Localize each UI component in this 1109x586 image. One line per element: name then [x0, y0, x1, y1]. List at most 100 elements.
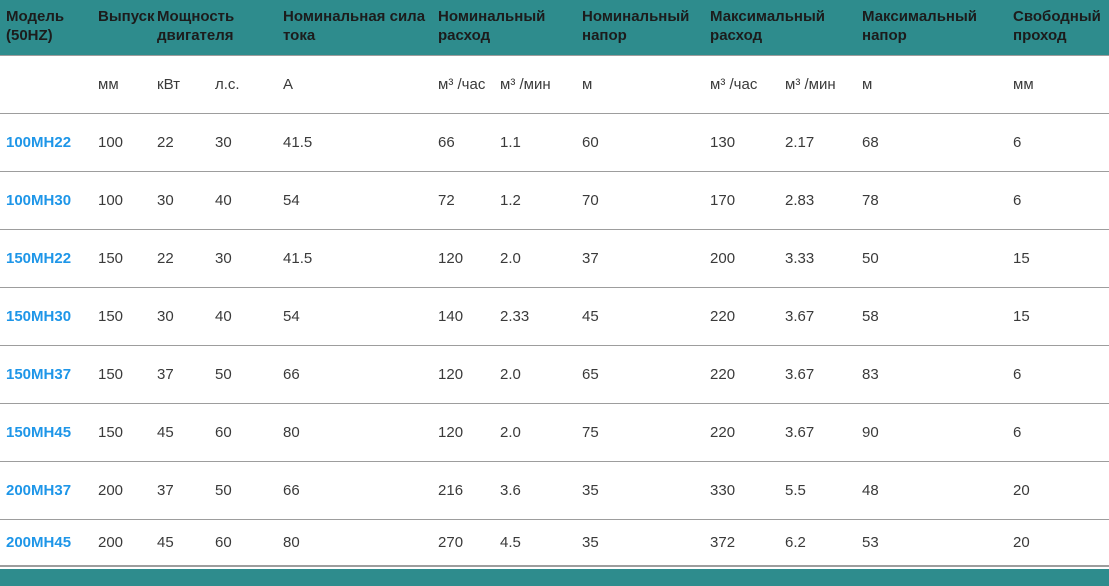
- table-row: 150MH37 150 37 50 66 120 2.0 65 220 3.67 83 6: [0, 345, 1109, 404]
- cell-value: 20: [1013, 461, 1109, 520]
- cell-value: 140: [438, 287, 501, 346]
- cell-value: 120: [438, 403, 501, 462]
- cell-value: 6: [1013, 345, 1109, 404]
- cell-value: 2.33: [500, 287, 583, 346]
- cell-value: 3.67: [785, 287, 863, 346]
- cell-value: 35: [582, 461, 711, 520]
- cell-value: 37: [157, 345, 215, 404]
- cell-value: 6: [1013, 113, 1109, 172]
- cell-value: 150: [98, 403, 157, 462]
- cell-value: 150: [98, 287, 157, 346]
- cell-value: 15: [1013, 287, 1109, 346]
- unit-cell-kwt: кВт: [157, 55, 215, 114]
- cell-value: 45: [157, 403, 215, 462]
- unit-cell-m: м: [582, 55, 711, 114]
- cell-value: 3.67: [785, 403, 863, 462]
- cell-value: 200: [710, 229, 786, 288]
- cell-value: 150: [98, 345, 157, 404]
- cell-value: 45: [157, 519, 215, 567]
- cell-value: 2.17: [785, 113, 863, 172]
- model-link[interactable]: 200MH37: [0, 461, 98, 520]
- model-link[interactable]: 200MH45: [0, 519, 98, 567]
- model-link[interactable]: 100MH22: [0, 113, 98, 172]
- unit-cell-mm: мм: [1013, 55, 1109, 114]
- model-link[interactable]: 150MH37: [0, 345, 98, 404]
- model-link[interactable]: 150MH30: [0, 287, 98, 346]
- cell-value: 130: [710, 113, 786, 172]
- cell-value: 80: [283, 519, 439, 567]
- cell-value: 45: [582, 287, 711, 346]
- cell-value: 30: [215, 113, 284, 172]
- table-row: 100MH30 100 30 40 54 72 1.2 70 170 2.83 78 6: [0, 171, 1109, 230]
- table-row: 150MH30 150 30 40 54 140 2.33 45 220 3.67 58 15: [0, 287, 1109, 346]
- model-link[interactable]: 150MH45: [0, 403, 98, 462]
- table-row: 150MH22 150 22 30 41.5 120 2.0 37 200 3.33 50 15: [0, 229, 1109, 288]
- cell-value: 30: [215, 229, 284, 288]
- cell-value: 4.5: [500, 519, 583, 567]
- cell-value: 120: [438, 345, 501, 404]
- table-row: 100MH22 100 22 30 41.5 66 1.1 60 130 2.17 68 6: [0, 113, 1109, 172]
- cell-value: 200: [98, 519, 157, 567]
- unit-cell-m3-hour: м³ /час: [710, 55, 786, 114]
- unit-cell-hp: л.с.: [215, 55, 284, 114]
- cell-value: 40: [215, 171, 284, 230]
- table-header: Модель (50HZ) Выпуск Мощность двигателя …: [0, 0, 1109, 114]
- model-link[interactable]: 100MH30: [0, 171, 98, 230]
- cell-value: 58: [862, 287, 1014, 346]
- cell-value: 35: [582, 519, 711, 567]
- header-group-row: Модель (50HZ) Выпуск Мощность двигателя …: [0, 0, 1109, 56]
- cell-value: 15: [1013, 229, 1109, 288]
- cell-value: 170: [710, 171, 786, 230]
- cell-value: 150: [98, 229, 157, 288]
- table-body: 100MH22 100 22 30 41.5 66 1.1 60 130 2.17 68 6 100MH…: [0, 113, 1109, 567]
- cell-value: 40: [215, 287, 284, 346]
- cell-value: 5.5: [785, 461, 863, 520]
- cell-value: 60: [582, 113, 711, 172]
- cell-value: 2.0: [500, 403, 583, 462]
- cell-value: 2.83: [785, 171, 863, 230]
- cell-value: 78: [862, 171, 1014, 230]
- cell-value: 30: [157, 287, 215, 346]
- cell-value: 50: [862, 229, 1014, 288]
- cell-value: 37: [582, 229, 711, 288]
- cell-value: 66: [438, 113, 501, 172]
- col-header-rated-current: Номинальная сила тока: [283, 0, 439, 56]
- cell-value: 22: [157, 229, 215, 288]
- table-row: 200MH45 200 45 60 80 270 4.5 35 372 6.2 53 20: [0, 519, 1109, 567]
- cell-value: 50: [215, 345, 284, 404]
- cell-value: 83: [862, 345, 1014, 404]
- col-header-max-head: Максимальный напор: [862, 0, 1014, 56]
- cell-value: 66: [283, 345, 439, 404]
- unit-cell-m3-min: м³ /мин: [500, 55, 583, 114]
- cell-value: 30: [157, 171, 215, 230]
- cell-value: 65: [582, 345, 711, 404]
- cell-value: 50: [215, 461, 284, 520]
- cell-value: 216: [438, 461, 501, 520]
- cell-value: 100: [98, 171, 157, 230]
- cell-value: 120: [438, 229, 501, 288]
- col-header-free-passage: Свободный проход: [1013, 0, 1109, 56]
- col-header-rated-flow: Номинальный расход: [438, 0, 583, 56]
- cell-value: 80: [283, 403, 439, 462]
- col-header-outlet: Выпуск: [98, 0, 157, 56]
- cell-value: 270: [438, 519, 501, 567]
- pump-specs-table: Модель (50HZ) Выпуск Мощность двигателя …: [0, 0, 1109, 567]
- cell-value: 53: [862, 519, 1014, 567]
- cell-value: 3.33: [785, 229, 863, 288]
- cell-value: 6: [1013, 171, 1109, 230]
- cell-value: 6.2: [785, 519, 863, 567]
- cell-value: 90: [862, 403, 1014, 462]
- cell-value: 48: [862, 461, 1014, 520]
- cell-value: 41.5: [283, 229, 439, 288]
- footer-teal-strip: [0, 569, 1109, 586]
- cell-value: 100: [98, 113, 157, 172]
- table-row: 200MH37 200 37 50 66 216 3.6 35 330 5.5 48 20: [0, 461, 1109, 520]
- cell-value: 70: [582, 171, 711, 230]
- cell-value: 20: [1013, 519, 1109, 567]
- model-link[interactable]: 150MH22: [0, 229, 98, 288]
- unit-cell-empty: [0, 55, 98, 114]
- col-header-max-flow: Максимальный расход: [710, 0, 863, 56]
- cell-value: 60: [215, 519, 284, 567]
- unit-cell-m3-min: м³ /мин: [785, 55, 863, 114]
- cell-value: 54: [283, 171, 439, 230]
